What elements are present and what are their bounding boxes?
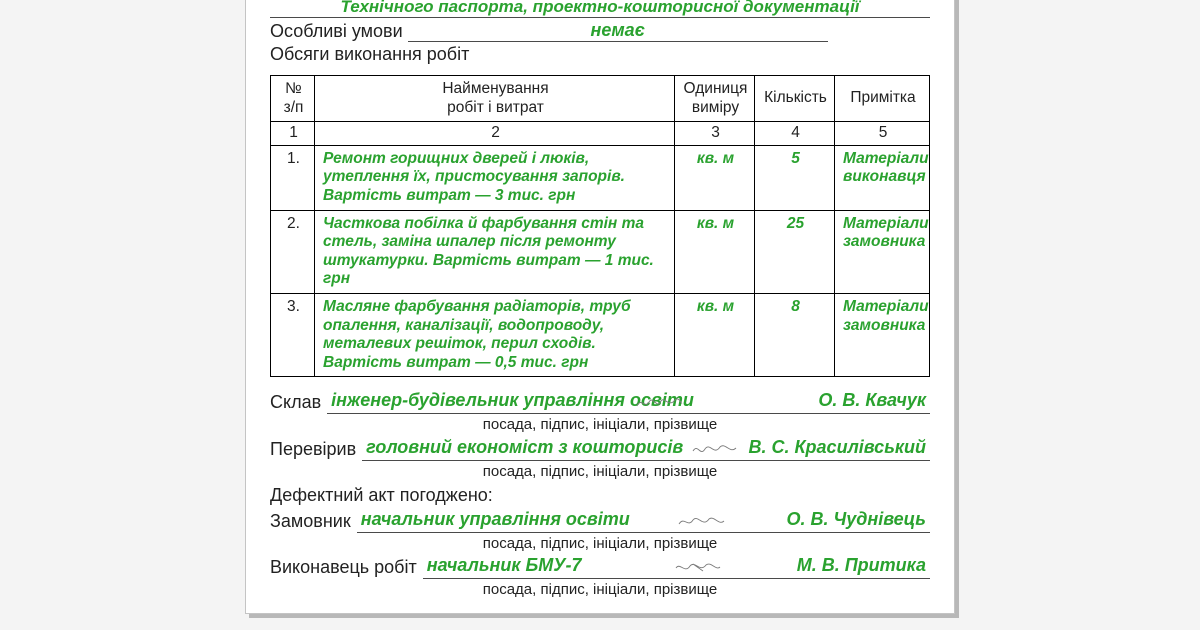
row-qty: 25 <box>755 210 835 293</box>
checked-role: головний економіст з кошторисів <box>366 436 683 459</box>
row-note-text: Матеріали замовника <box>843 215 929 251</box>
table-axis-row: 1 2 3 4 5 <box>271 122 930 146</box>
row-qty: 5 <box>755 145 835 210</box>
signature-icon <box>690 436 738 459</box>
special-conditions-label: Особливі умови <box>270 21 403 41</box>
checked-label: Перевірив <box>270 438 356 461</box>
compiled-row: Склав інженер-будівельник управління осв… <box>270 391 930 414</box>
signature-icon <box>677 508 725 531</box>
tech-passport-value: Технічного паспорта, проектно-кошторисно… <box>270 0 930 18</box>
customer-name: О. В. Чуднівець <box>786 508 926 531</box>
row-idx: 3. <box>271 293 315 376</box>
signature-icon <box>673 554 721 577</box>
caption: посада, підпис, ініціали, прізвище <box>270 534 930 553</box>
row-qty-text: 5 <box>791 150 800 167</box>
row-idx: 1. <box>271 145 315 210</box>
row-idx: 2. <box>271 210 315 293</box>
col-header-unit: Одиницявиміру <box>675 76 755 122</box>
col-header-note: Примітка <box>835 76 930 122</box>
checked-name: В. С. Красилівський <box>748 436 926 459</box>
contractor-role: начальник БМУ-7 <box>427 554 582 577</box>
axis-1: 1 <box>271 122 315 146</box>
axis-3: 3 <box>675 122 755 146</box>
row-unit-text: кв. м <box>697 150 734 167</box>
row-name-text: Ремонт горищних дверей і люків, утепленн… <box>323 150 625 204</box>
row-qty-text: 8 <box>791 298 800 315</box>
signatures-block: Склав інженер-будівельник управління осв… <box>270 391 930 599</box>
contractor-name: М. В. Притика <box>797 554 926 577</box>
special-conditions-underline: немає <box>408 20 828 42</box>
row-note: Матеріали замовника <box>835 210 930 293</box>
customer-fill: начальник управління освіти О. В. Чуднів… <box>357 511 930 533</box>
row-name-text: Часткова побілка й фарбування стін та ст… <box>323 215 654 288</box>
table-row: 2. Часткова побілка й фарбування стін та… <box>271 210 930 293</box>
scope-label: Обсяги виконання робіт <box>270 44 930 65</box>
caption: посада, підпис, ініціали, прізвище <box>270 462 930 481</box>
row-name: Масляне фарбування радіаторів, труб опал… <box>315 293 675 376</box>
tech-passport-line: Технічного паспорта, проектно-кошторисно… <box>270 0 930 18</box>
customer-role: начальник управління освіти <box>361 508 630 531</box>
row-name: Ремонт горищних дверей і люків, утепленн… <box>315 145 675 210</box>
row-qty: 8 <box>755 293 835 376</box>
caption: посада, підпис, ініціали, прізвище <box>270 580 930 599</box>
axis-4: 4 <box>755 122 835 146</box>
table-row: 1. Ремонт горищних дверей і люків, утепл… <box>271 145 930 210</box>
row-note-text: Матеріали замовника <box>843 298 929 334</box>
customer-row: Замовник начальник управління освіти О. … <box>270 510 930 533</box>
row-note: Матеріали замовника <box>835 293 930 376</box>
row-unit: кв. м <box>675 145 755 210</box>
table-row: 3. Масляне фарбування радіаторів, труб о… <box>271 293 930 376</box>
row-unit: кв. м <box>675 293 755 376</box>
checked-row: Перевірив головний економіст з кошторисі… <box>270 438 930 461</box>
row-name-text: Масляне фарбування радіаторів, труб опал… <box>323 298 631 371</box>
axis-2: 2 <box>315 122 675 146</box>
col-header-name: Найменуванняробіт і витрат <box>315 76 675 122</box>
row-note: Матеріали виконавця <box>835 145 930 210</box>
row-unit: кв. м <box>675 210 755 293</box>
works-table: №з/п Найменуванняробіт і витрат Одиницяв… <box>270 75 930 377</box>
col-header-qty: Кількість <box>755 76 835 122</box>
row-note-text: Матеріали виконавця <box>843 150 929 186</box>
document-sheet: Технічного паспорта, проектно-кошторисно… <box>245 0 955 614</box>
row-unit-text: кв. м <box>697 215 734 232</box>
row-qty-text: 25 <box>787 215 804 232</box>
customer-label: Замовник <box>270 510 351 533</box>
contractor-label: Виконавець робіт <box>270 556 417 579</box>
checked-fill: головний економіст з кошторисів В. С. Кр… <box>362 439 930 461</box>
compiled-label: Склав <box>270 391 321 414</box>
contractor-fill: начальник БМУ-7 М. В. Притика <box>423 557 930 579</box>
special-conditions-line: Особливі умови немає <box>270 20 930 42</box>
caption: посада, підпис, ініціали, прізвище <box>270 415 930 434</box>
special-conditions-value: немає <box>590 20 644 40</box>
signature-icon <box>635 389 683 412</box>
compiled-fill: інженер-будівельник управління освіти О.… <box>327 392 930 414</box>
contractor-row: Виконавець робіт начальник БМУ-7 М. В. П… <box>270 556 930 579</box>
row-unit-text: кв. м <box>697 298 734 315</box>
axis-5: 5 <box>835 122 930 146</box>
row-name: Часткова побілка й фарбування стін та ст… <box>315 210 675 293</box>
agreed-heading: Дефектний акт погоджено: <box>270 484 930 507</box>
col-header-num: №з/п <box>271 76 315 122</box>
table-header-row: №з/п Найменуванняробіт і витрат Одиницяв… <box>271 76 930 122</box>
compiled-name: О. В. Квачук <box>818 389 926 412</box>
